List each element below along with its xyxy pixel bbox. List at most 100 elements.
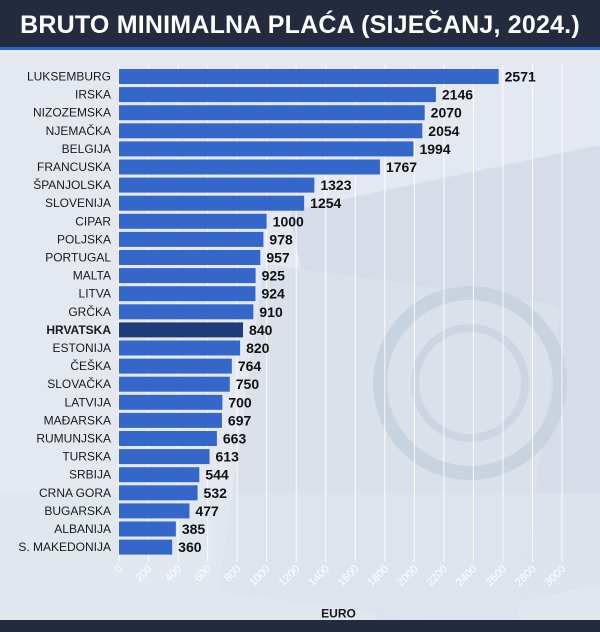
category-label: HRVATSKA bbox=[46, 323, 111, 337]
category-label: ŠPANJOLSKA bbox=[33, 177, 111, 192]
bar bbox=[119, 195, 305, 211]
x-tick-label: 1000 bbox=[247, 563, 273, 589]
bar bbox=[119, 213, 267, 229]
x-tick-label: 0 bbox=[113, 563, 126, 576]
value-label: 957 bbox=[266, 250, 290, 266]
value-label: 532 bbox=[204, 485, 228, 501]
bar bbox=[119, 431, 217, 446]
x-tick-label: 2800 bbox=[513, 563, 539, 589]
bar bbox=[119, 231, 264, 247]
category-label: POLJSKA bbox=[57, 232, 111, 246]
category-label: BUGARSKA bbox=[44, 504, 111, 518]
bar bbox=[119, 394, 223, 410]
category-label: S. MAKEDONIJA bbox=[18, 540, 111, 554]
value-label: 1994 bbox=[419, 141, 450, 157]
category-label: BELGIJA bbox=[62, 142, 111, 156]
bar bbox=[119, 177, 315, 193]
bar bbox=[119, 123, 423, 139]
title-bar: BRUTO MINIMALNA PLAĆA (SIJEČANJ, 2024.) bbox=[0, 0, 600, 50]
category-label: CIPAR bbox=[75, 214, 111, 228]
category-label: SLOVENIJA bbox=[45, 196, 111, 210]
category-label: ESTONIJA bbox=[53, 341, 111, 355]
value-label: 544 bbox=[205, 467, 229, 483]
category-label: FRANCUSKA bbox=[37, 160, 111, 174]
value-label: 764 bbox=[238, 358, 262, 374]
value-label: 925 bbox=[262, 268, 286, 284]
x-tick-label: 200 bbox=[133, 563, 154, 584]
category-label: RUMUNJSKA bbox=[36, 432, 111, 446]
bar bbox=[119, 358, 232, 374]
bar bbox=[119, 268, 256, 284]
value-label: 820 bbox=[246, 340, 270, 356]
x-tick-label: 2000 bbox=[395, 563, 421, 589]
bar bbox=[119, 141, 414, 157]
bar-chart: 0 200 400 600 800 1000 1200 1400 1600 1800 2000 220… bbox=[18, 65, 569, 620]
category-label: NIZOZEMSKA bbox=[33, 106, 111, 120]
x-tick-label: 800 bbox=[222, 563, 243, 584]
bar bbox=[119, 87, 436, 103]
bar bbox=[119, 521, 176, 537]
value-label: 697 bbox=[228, 412, 252, 428]
bar bbox=[119, 376, 230, 392]
x-tick-label: 600 bbox=[192, 563, 213, 584]
value-label: 700 bbox=[228, 394, 252, 410]
value-label: 2070 bbox=[431, 105, 462, 121]
value-label: 1254 bbox=[310, 195, 341, 211]
value-label: 2146 bbox=[442, 87, 473, 103]
bar bbox=[119, 286, 256, 302]
category-label: CRNA GORA bbox=[39, 486, 111, 500]
category-label: IRSKA bbox=[75, 88, 111, 102]
bar bbox=[119, 250, 261, 265]
category-label: PORTUGAL bbox=[45, 251, 111, 265]
bar bbox=[119, 340, 241, 356]
x-tick-label: 2400 bbox=[454, 563, 480, 589]
value-label: 2571 bbox=[505, 69, 536, 85]
category-label: SRBIJA bbox=[69, 468, 111, 482]
value-label: 910 bbox=[259, 304, 283, 320]
value-label: 613 bbox=[216, 449, 240, 465]
chart-title: BRUTO MINIMALNA PLAĆA (SIJEČANJ, 2024.) bbox=[20, 11, 580, 39]
value-label: 1000 bbox=[273, 213, 304, 229]
value-label: 663 bbox=[223, 431, 247, 447]
value-label: 978 bbox=[269, 231, 293, 247]
x-tick-label: 2600 bbox=[483, 563, 509, 589]
value-label: 1323 bbox=[320, 177, 351, 193]
value-label: 2054 bbox=[428, 123, 459, 139]
value-label: 840 bbox=[249, 322, 273, 338]
footer-bar bbox=[0, 620, 600, 632]
bar bbox=[119, 322, 244, 338]
bar bbox=[119, 449, 210, 465]
bar bbox=[119, 485, 198, 501]
value-label: 1767 bbox=[386, 159, 417, 175]
x-tick-label: 400 bbox=[163, 563, 184, 584]
category-label: LUKSEMBURG bbox=[27, 70, 111, 84]
value-label: 385 bbox=[182, 521, 206, 537]
x-axis-title: EURO bbox=[321, 607, 356, 620]
category-label: GRČKA bbox=[68, 304, 111, 319]
category-label: TURSKA bbox=[62, 450, 111, 464]
value-label: 750 bbox=[236, 376, 260, 392]
bar bbox=[119, 412, 222, 428]
bar bbox=[119, 304, 254, 320]
bar bbox=[119, 105, 425, 121]
value-label: 360 bbox=[178, 539, 202, 555]
category-label: MAĐARSKA bbox=[44, 413, 111, 427]
category-label: NJEMAČKA bbox=[46, 123, 111, 138]
category-label: ČEŠKA bbox=[70, 358, 111, 373]
category-label: MALTA bbox=[73, 269, 111, 283]
x-tick-label: 2200 bbox=[424, 563, 450, 589]
x-tick-label: 1600 bbox=[336, 563, 362, 589]
category-label: LITVA bbox=[79, 287, 111, 301]
category-label: LATVIJA bbox=[65, 395, 111, 409]
bar bbox=[119, 69, 499, 84]
x-tick-label: 1400 bbox=[306, 563, 332, 589]
bar bbox=[119, 467, 200, 483]
category-label: SLOVAČKA bbox=[47, 376, 111, 391]
x-tick-label: 1800 bbox=[365, 563, 391, 589]
bar bbox=[119, 539, 173, 555]
value-label: 924 bbox=[261, 286, 285, 302]
value-label: 477 bbox=[195, 503, 219, 519]
bar bbox=[119, 503, 190, 519]
x-tick-label: 1200 bbox=[277, 563, 303, 589]
x-tick-label: 3000 bbox=[543, 563, 569, 589]
